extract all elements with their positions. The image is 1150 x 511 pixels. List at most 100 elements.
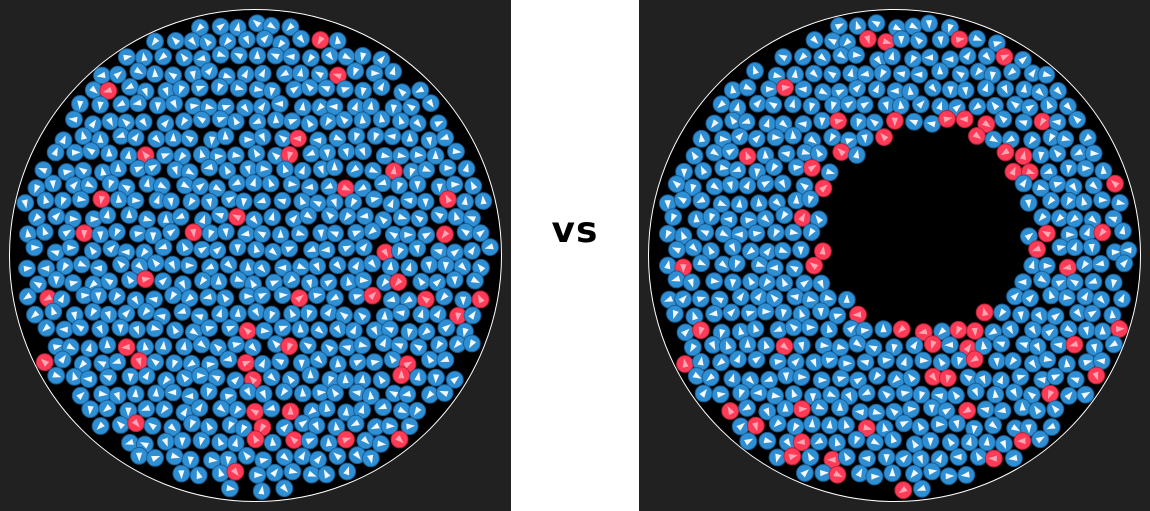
blue-particle-icon — [851, 403, 870, 421]
blue-particle-icon — [265, 463, 284, 482]
blue-particle-icon — [696, 223, 715, 242]
blue-particle-icon — [191, 18, 209, 37]
blue-particle-icon — [1030, 83, 1049, 101]
blue-particle-icon — [895, 414, 913, 433]
blue-particle-icon — [400, 129, 419, 148]
blue-particle-icon — [390, 336, 409, 355]
blue-particle-icon — [430, 335, 449, 354]
blue-particle-icon — [923, 79, 942, 97]
blue-particle-icon — [173, 302, 192, 321]
blue-particle-icon — [758, 273, 776, 292]
blue-particle-icon — [910, 65, 929, 84]
blue-particle-icon — [363, 254, 382, 273]
blue-particle-icon — [365, 64, 384, 83]
blue-particle-icon — [317, 399, 336, 418]
blue-particle-icon — [190, 399, 209, 417]
blue-particle-icon — [356, 431, 375, 450]
blue-particle-icon — [832, 46, 851, 65]
blue-particle-icon — [353, 307, 372, 326]
blue-particle-icon — [248, 46, 267, 65]
blue-particle-icon — [253, 98, 271, 116]
blue-particle-icon — [147, 384, 166, 403]
blue-particle-icon — [1030, 306, 1049, 325]
blue-particle-icon — [775, 206, 794, 225]
blue-particle-icon — [877, 351, 895, 370]
blue-particle-icon — [1006, 287, 1024, 306]
blue-particle-icon — [977, 79, 995, 98]
red-particle-icon — [894, 481, 913, 500]
blue-particle-icon — [774, 303, 793, 322]
blue-particle-icon — [309, 350, 328, 369]
red-particle-icon — [793, 400, 811, 419]
blue-particle-icon — [64, 274, 82, 292]
blue-particle-icon — [796, 143, 815, 162]
blue-particle-icon — [958, 47, 977, 65]
blue-particle-icon — [37, 319, 56, 337]
blue-particle-icon — [794, 80, 813, 99]
blue-particle-icon — [824, 96, 843, 114]
blue-particle-icon — [969, 448, 988, 466]
blue-particle-icon — [291, 320, 310, 339]
red-particle-icon — [1013, 432, 1032, 450]
blue-particle-icon — [120, 271, 139, 289]
blue-particle-icon — [1019, 193, 1038, 212]
blue-particle-icon — [175, 48, 194, 67]
blue-particle-icon — [372, 110, 391, 129]
blue-particle-icon — [731, 417, 750, 436]
blue-particle-icon — [263, 208, 282, 227]
red-particle-icon — [1033, 112, 1052, 131]
blue-particle-icon — [820, 350, 839, 369]
blue-particle-icon — [731, 322, 750, 341]
blue-particle-icon — [293, 98, 312, 117]
blue-particle-icon — [837, 354, 856, 373]
blue-particle-icon — [810, 432, 828, 451]
blue-particle-icon — [775, 274, 794, 292]
blue-particle-icon — [208, 241, 227, 260]
blue-particle-icon — [729, 350, 747, 369]
simulation-panel-left — [0, 0, 511, 511]
blue-particle-icon — [904, 50, 922, 68]
red-particle-icon — [968, 126, 986, 145]
blue-particle-icon — [266, 46, 285, 65]
blue-particle-icon — [99, 305, 118, 324]
blue-particle-icon — [16, 194, 35, 212]
blue-particle-icon — [328, 447, 347, 466]
blue-particle-icon — [385, 384, 404, 403]
blue-particle-icon — [374, 211, 393, 229]
blue-particle-icon — [813, 111, 832, 130]
blue-particle-icon — [282, 47, 301, 66]
blue-particle-icon — [481, 238, 499, 257]
blue-particle-icon — [740, 304, 759, 322]
blue-particle-icon — [948, 414, 966, 433]
blue-particle-icon — [1012, 305, 1030, 324]
blue-particle-icon — [172, 80, 190, 98]
blue-particle-icon — [384, 62, 403, 81]
blue-particle-icon — [280, 239, 299, 258]
blue-particle-icon — [867, 80, 886, 99]
blue-particle-icon — [111, 416, 130, 434]
blue-particle-icon — [329, 355, 347, 374]
blue-particle-icon — [319, 303, 338, 322]
blue-particle-icon — [705, 177, 724, 196]
blue-particle-icon — [941, 433, 960, 452]
blue-particle-icon — [949, 448, 968, 466]
blue-particle-icon — [71, 190, 90, 209]
blue-particle-icon — [765, 259, 784, 277]
blue-particle-icon — [275, 418, 294, 437]
blue-particle-icon — [667, 270, 686, 289]
blue-particle-icon — [27, 179, 46, 197]
blue-particle-icon — [300, 431, 319, 450]
blue-particle-icon — [347, 126, 366, 145]
blue-particle-icon — [768, 414, 787, 433]
blue-particle-icon — [101, 112, 120, 131]
blue-particle-icon — [758, 115, 777, 133]
blue-particle-icon — [200, 62, 219, 80]
blue-particle-icon — [228, 174, 246, 193]
blue-particle-icon — [230, 46, 248, 65]
blue-particle-icon — [100, 144, 119, 163]
blue-particle-icon — [1084, 272, 1103, 291]
blue-particle-icon — [1059, 159, 1078, 178]
blue-particle-icon — [354, 142, 373, 161]
red-particle-icon — [238, 322, 257, 340]
blue-particle-icon — [995, 435, 1013, 453]
